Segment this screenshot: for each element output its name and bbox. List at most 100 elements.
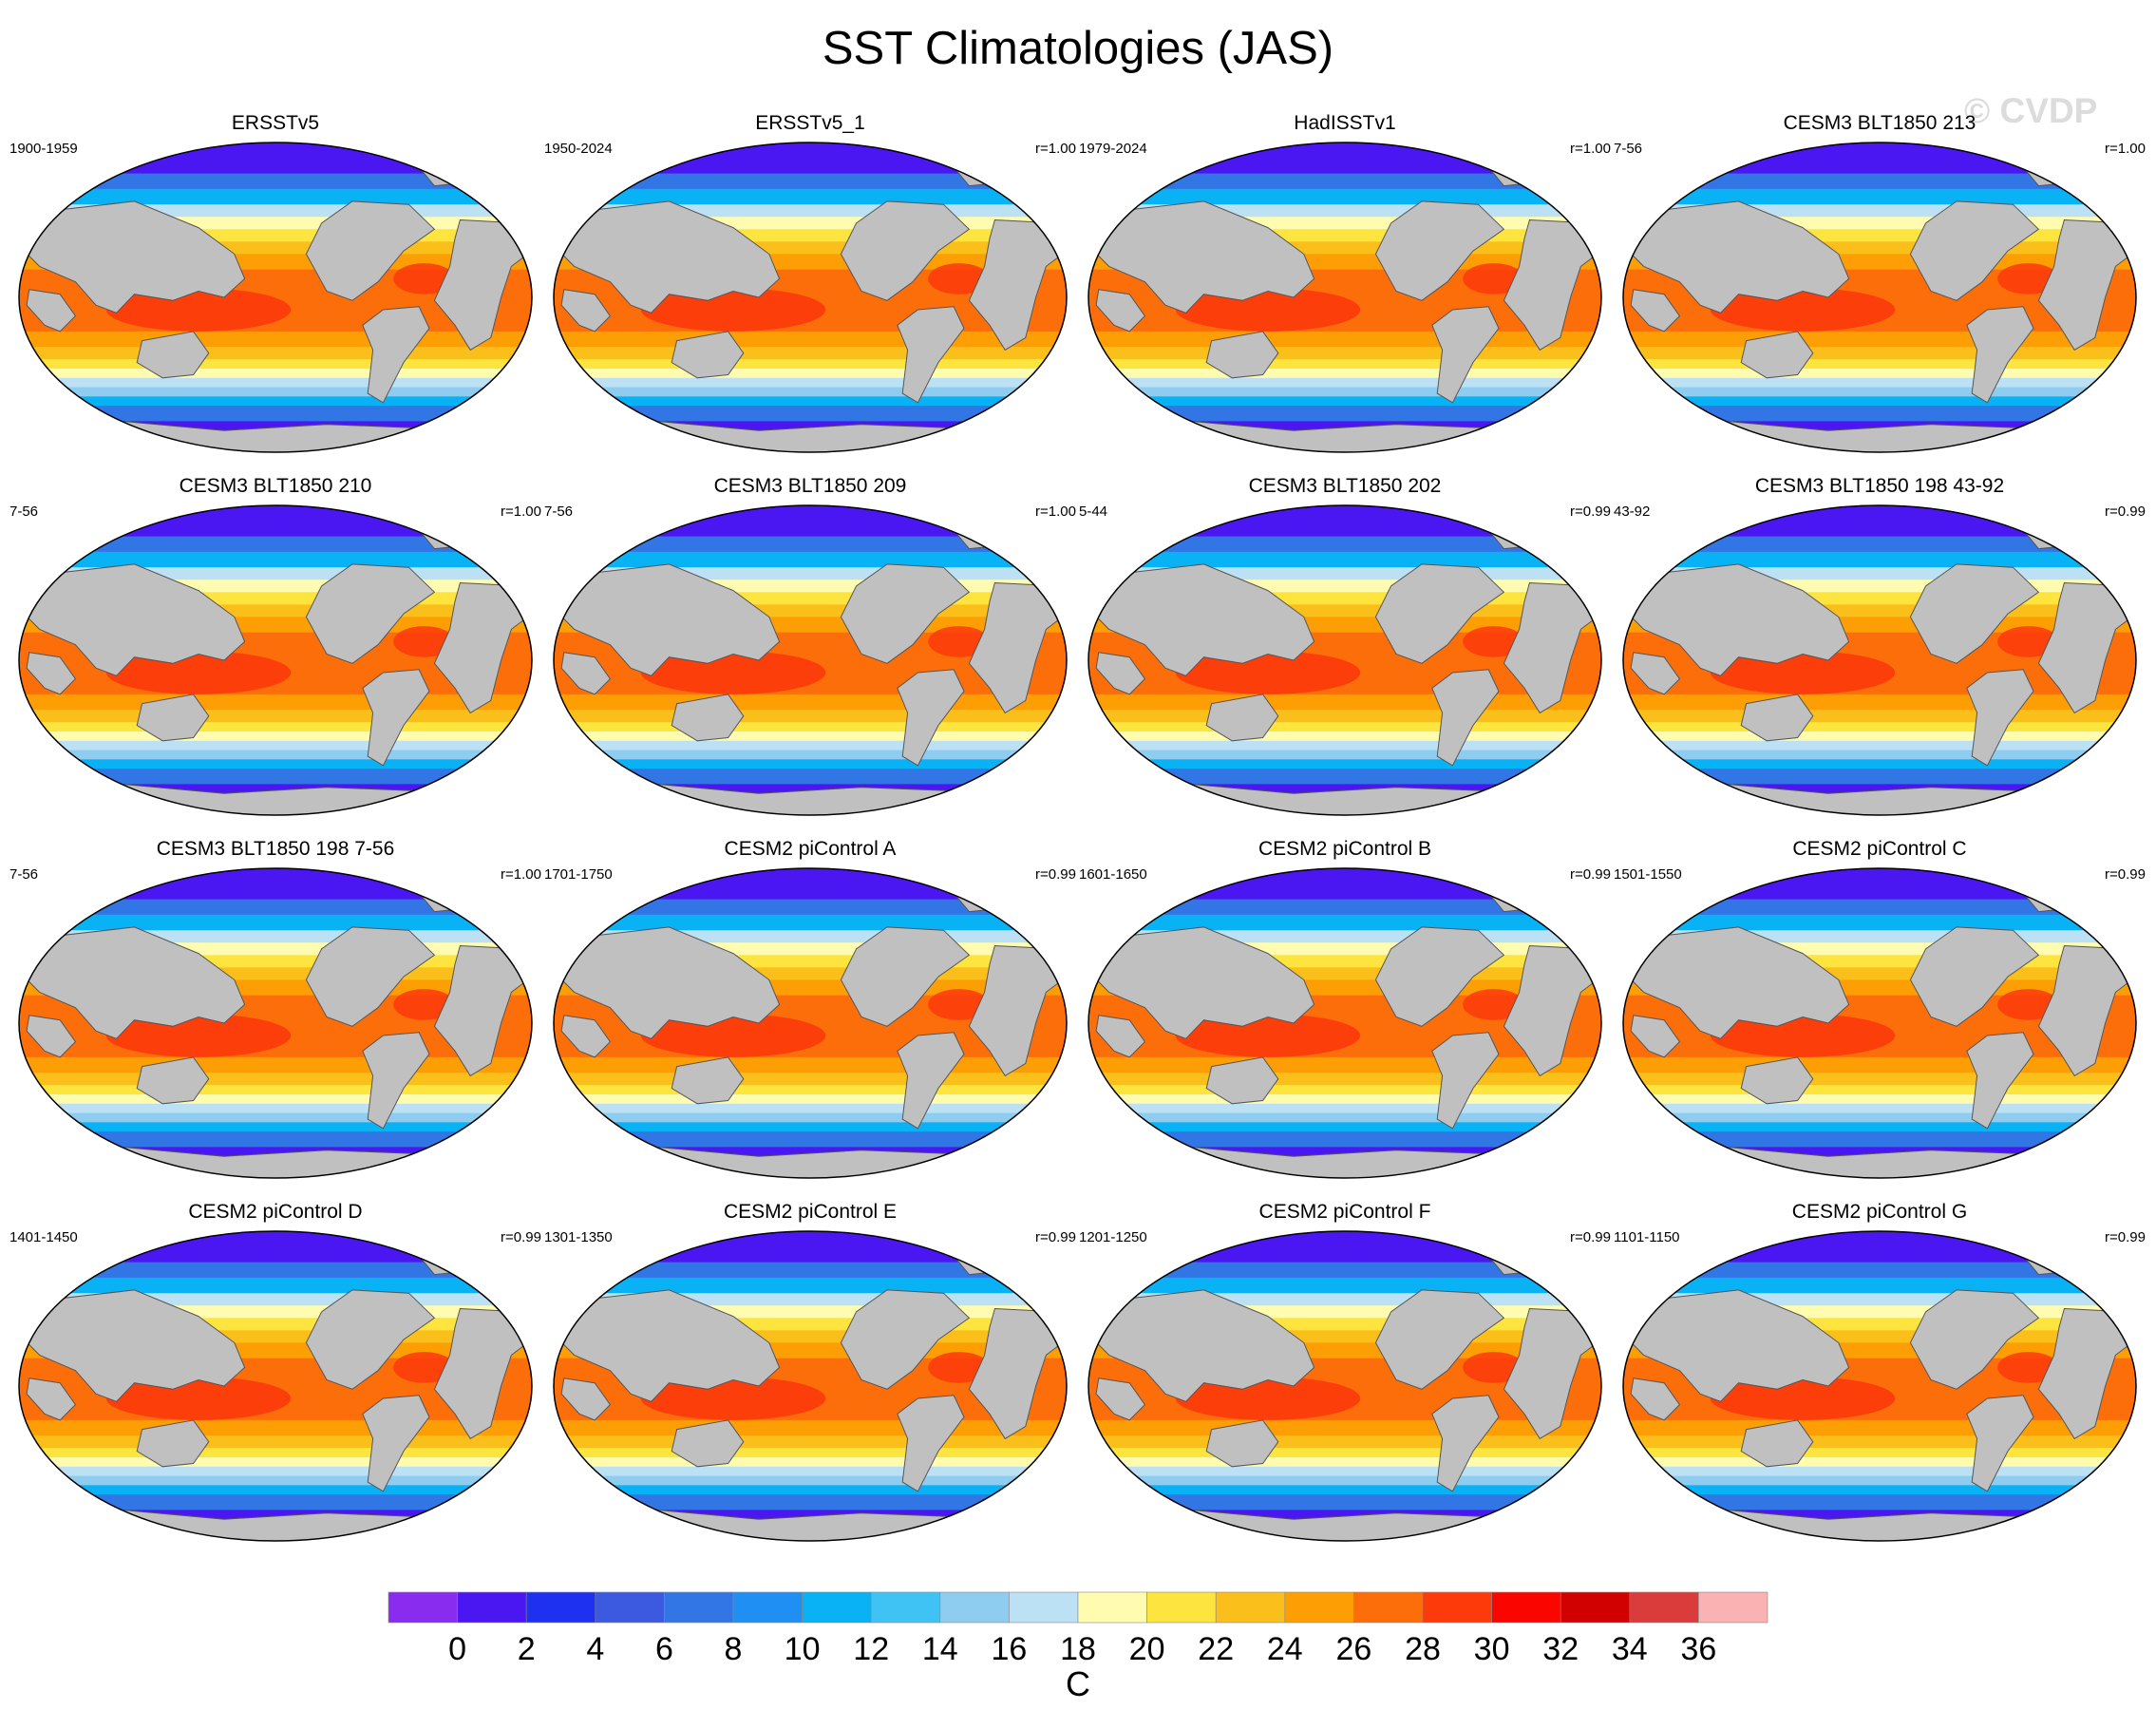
sst-band <box>19 368 532 379</box>
panel-period-label: 1950-2024 <box>544 141 613 157</box>
warm-pool <box>640 288 826 332</box>
sst-band <box>554 1073 1067 1086</box>
land-mass <box>1627 563 1850 676</box>
map-outline <box>1622 504 2137 816</box>
land-mass <box>897 306 965 404</box>
sst-map <box>1087 867 1602 1179</box>
land-mass <box>1909 1289 2040 1390</box>
panel-correlation-label: r=0.99 <box>2105 504 2146 520</box>
sst-band <box>1088 1448 1601 1458</box>
sst-band <box>1623 505 2136 538</box>
warm-pool <box>1175 651 1361 694</box>
sst-band <box>1623 1231 2136 1264</box>
sst-map <box>1622 504 2137 816</box>
sst-band <box>19 1435 532 1449</box>
colorbar-swatch <box>388 1591 458 1624</box>
sst-band <box>1623 769 2136 785</box>
map-panel: CESM2 piControl C 1501-1550 r=0.99 <box>1614 838 2146 1199</box>
map-panel: CESM3 BLT1850 202 5-44 r=0.99 <box>1079 475 1611 836</box>
sst-band <box>19 731 532 742</box>
map-outline <box>1622 142 2137 453</box>
sst-map <box>18 504 533 816</box>
map-panel: CESM2 piControl A 1701-1750 r=0.99 <box>544 838 1076 1199</box>
land-mass <box>1966 306 2034 404</box>
map-panel: CESM3 BLT1850 213 7-56 r=1.00 <box>1614 112 2146 473</box>
warm-pool <box>105 288 292 332</box>
sst-band <box>1623 1122 2136 1132</box>
panel-title: ERSSTv5_1 <box>755 112 865 134</box>
sst-band <box>19 868 532 901</box>
colorbar-tick-label: 12 <box>853 1631 889 1662</box>
sst-band <box>1623 1419 2136 1436</box>
sst-band <box>1623 1456 2136 1468</box>
warm-pool <box>1710 651 1896 694</box>
map-panel: ERSSTv5_1 1950-2024 r=1.00 <box>544 112 1076 473</box>
sst-map <box>1087 142 1602 453</box>
sst-map <box>553 1230 1068 1542</box>
panel-correlation-label: r=0.99 <box>2105 866 2146 883</box>
sst-band <box>1623 759 2136 770</box>
sst-band <box>19 1103 532 1114</box>
sst-map <box>553 867 1068 1179</box>
land-mass <box>1909 200 2040 301</box>
warm-pool <box>1463 626 1524 657</box>
sst-band <box>1088 505 1601 538</box>
sst-band <box>1623 1435 2136 1449</box>
map-panel: CESM3 BLT1850 209 7-56 r=1.00 <box>544 475 1076 836</box>
sst-band <box>1088 1466 1601 1477</box>
sst-band <box>19 1231 532 1264</box>
map-outline <box>553 504 1068 816</box>
land-mass <box>1966 669 2034 767</box>
sst-band <box>1088 387 1601 397</box>
sst-band <box>1088 868 1601 901</box>
sst-band <box>1623 536 2136 553</box>
sst-band <box>554 1093 1067 1105</box>
sst-band <box>19 1277 532 1294</box>
sst-band <box>1623 1103 2136 1114</box>
panel-title: CESM2 piControl G <box>1791 1201 1968 1223</box>
panel-title: CESM2 piControl D <box>188 1201 363 1223</box>
sst-band <box>1088 710 1601 723</box>
sst-band <box>1623 173 2136 190</box>
land-mass <box>897 1395 965 1492</box>
sst-band <box>1088 142 1601 175</box>
sst-band <box>1088 731 1601 742</box>
colorbar-tick-label: 32 <box>1542 1631 1579 1662</box>
sst-band <box>1088 173 1601 190</box>
panel-period-label: 1900-1959 <box>9 141 78 157</box>
map-outline <box>18 142 533 453</box>
sst-band <box>19 1456 532 1468</box>
panel-period-label: 1101-1150 <box>1614 1229 1680 1245</box>
sst-band <box>19 769 532 785</box>
land-mass <box>23 200 246 314</box>
land-mass <box>305 1289 436 1390</box>
panel-title: ERSSTv5 <box>231 112 320 134</box>
map-panel: HadISSTv1 1979-2024 r=1.00 <box>1079 112 1611 473</box>
colorbar: 0 2 4 6 8 10 12 14 16 18 20 22 24 26 28 30 32 34 36 <box>388 1591 1768 1662</box>
panel-title: CESM2 piControl A <box>724 838 897 860</box>
sst-band <box>1623 899 2136 916</box>
colorbar-swatch <box>802 1591 872 1624</box>
sst-band <box>1623 551 2136 568</box>
sst-band <box>1623 694 2136 711</box>
sst-band <box>19 505 532 538</box>
sst-band <box>554 1419 1067 1436</box>
land-mass <box>840 200 971 301</box>
land-mass <box>23 1289 246 1402</box>
sst-band <box>19 331 532 348</box>
sst-band <box>1088 1122 1601 1132</box>
land-mass <box>1205 1419 1279 1468</box>
sst-band <box>1623 387 2136 397</box>
land-mass <box>1630 1378 1681 1421</box>
colorbar-swatch <box>457 1591 527 1624</box>
sst-band <box>19 1131 532 1148</box>
sst-band <box>1623 142 2136 175</box>
colorbar-swatch <box>1146 1591 1217 1624</box>
land-mass <box>558 1289 781 1402</box>
map-panel: CESM3 BLT1850 210 7-56 r=1.00 <box>9 475 541 836</box>
warm-pool <box>640 1377 826 1420</box>
panel-title: CESM2 piControl F <box>1258 1201 1431 1223</box>
land-mass <box>1374 200 1505 301</box>
sst-map <box>1087 1230 1602 1542</box>
land-mass <box>23 563 246 676</box>
